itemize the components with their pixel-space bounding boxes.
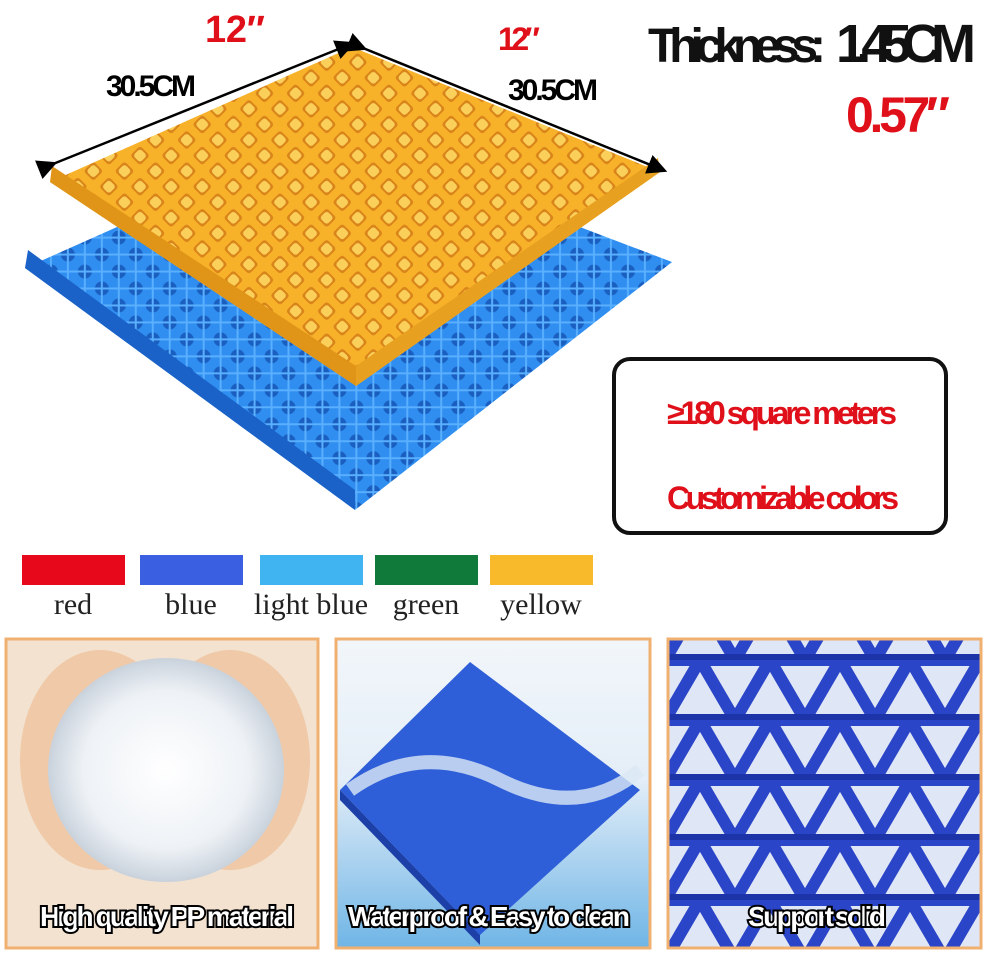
color-name: light blue (254, 588, 368, 621)
color-swatch (22, 555, 125, 585)
color-name: yellow (500, 588, 582, 621)
dimension-cm: 30.5CM (106, 70, 196, 103)
tiles-illustration (25, 32, 672, 510)
dimension-cm: 30.5CM (508, 74, 598, 107)
callout-box (612, 357, 948, 535)
dimension-line (34, 40, 356, 180)
feature-caption: High quality PP material (40, 901, 294, 932)
color-name: red (54, 588, 92, 621)
feature-panel (334, 637, 652, 950)
color-swatch (140, 555, 243, 585)
blue-tile-edge (25, 250, 355, 510)
callout-text: ≥180 square meters (667, 395, 897, 431)
callout-text: Customizable colors (667, 480, 899, 516)
feature-caption: Waterproof & Easy to clean (348, 901, 630, 932)
yellow-tile-edge (50, 166, 356, 386)
color-swatch (375, 555, 478, 585)
feature-caption: Support solid (748, 901, 886, 932)
color-swatch (490, 555, 593, 585)
color-swatches: red blue light blue green yellow (22, 555, 593, 621)
feature-panel (666, 637, 983, 950)
thickness-label: Thickness: (648, 20, 826, 73)
color-name: blue (165, 588, 217, 621)
dimension-inch: 12″ (498, 21, 540, 57)
dimension-line (344, 32, 668, 174)
color-name: green (393, 588, 460, 621)
feature-panel (4, 637, 320, 950)
yellow-tile-edge (356, 158, 660, 386)
dimension-inch: 12″ (205, 9, 265, 51)
thickness-inch: 0.57″ (846, 87, 950, 143)
color-swatch (260, 555, 363, 585)
thickness-cm: 1.45CM (836, 14, 976, 74)
